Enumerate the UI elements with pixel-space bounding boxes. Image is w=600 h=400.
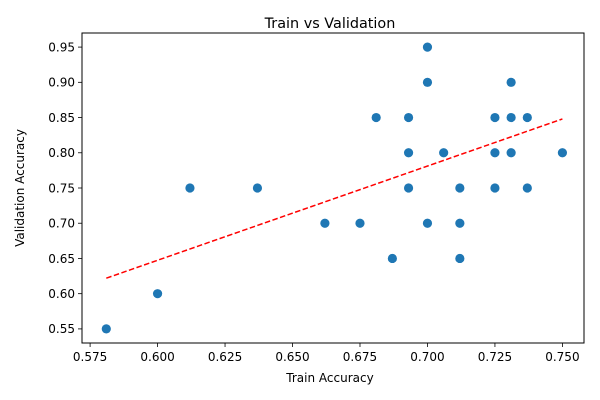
- data-point: [403, 148, 414, 158]
- data-point: [403, 183, 414, 193]
- y-tick-label: 0.80: [48, 146, 75, 160]
- data-point: [490, 183, 500, 193]
- data-point: [185, 183, 195, 193]
- data-point: [422, 77, 433, 87]
- data-point: [152, 289, 163, 299]
- data-point: [422, 218, 433, 228]
- data-point: [455, 253, 465, 264]
- y-tick-label: 0.95: [48, 40, 75, 54]
- data-point: [506, 148, 516, 158]
- data-point: [557, 148, 568, 158]
- y-tick-label: 0.90: [48, 76, 75, 90]
- x-tick-label: 0.700: [410, 350, 444, 364]
- data-point: [455, 183, 465, 193]
- x-tick-label: 0.725: [478, 350, 512, 364]
- data-point: [371, 112, 381, 123]
- data-point: [439, 148, 449, 158]
- x-tick-label: 0.625: [208, 350, 242, 364]
- trendline: [106, 118, 563, 279]
- data-point: [101, 324, 111, 334]
- x-tick-label: 0.600: [140, 350, 174, 364]
- data-point: [422, 42, 433, 52]
- y-tick-label: 0.65: [48, 252, 75, 266]
- data-point: [506, 77, 516, 87]
- x-tick-label: 0.650: [275, 350, 309, 364]
- data-point: [387, 253, 397, 264]
- data-point: [403, 112, 414, 123]
- data-point: [522, 112, 532, 123]
- x-tick-label: 0.675: [343, 350, 377, 364]
- y-tick-label: 0.60: [48, 287, 75, 301]
- y-axis: 0.55 0.60 0.65 0.70 0.75 0.80 0.85 0.90 0.95: [48, 40, 82, 336]
- y-tick-label: 0.70: [48, 217, 75, 231]
- x-tick-label: 0.575: [73, 350, 107, 364]
- chart-title: Train vs Validation: [264, 16, 396, 32]
- data-point: [522, 183, 532, 193]
- y-tick-label: 0.85: [48, 111, 75, 125]
- data-point: [490, 148, 500, 158]
- data-point: [355, 218, 365, 228]
- data-point: [252, 183, 263, 193]
- data-point: [320, 218, 330, 228]
- data-point: [506, 112, 516, 123]
- y-tick-label: 0.75: [48, 181, 75, 195]
- x-axis: 0.575 0.600 0.625 0.650 0.675 0.700 0.725 0.750: [73, 343, 580, 364]
- data-point: [490, 112, 500, 123]
- x-tick-label: 0.750: [545, 350, 579, 364]
- y-axis-label: Validation Accuracy: [13, 129, 27, 247]
- x-axis-label: Train Accuracy: [285, 371, 373, 385]
- plot-area: [101, 42, 568, 334]
- y-tick-label: 0.55: [48, 322, 75, 336]
- data-point: [455, 218, 465, 228]
